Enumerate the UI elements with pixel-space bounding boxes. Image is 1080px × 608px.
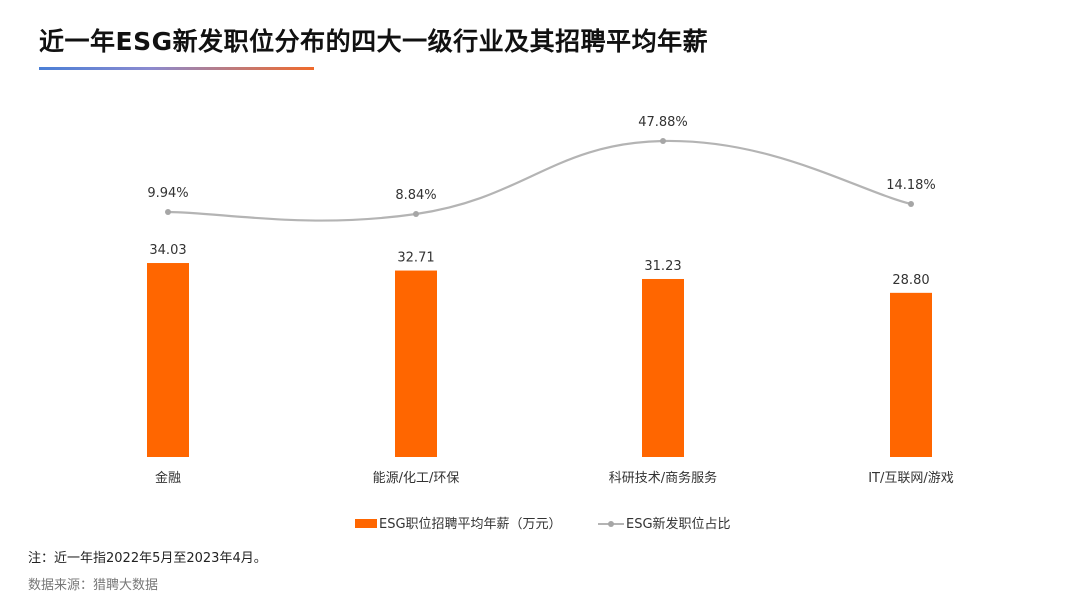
line-path <box>167 139 912 222</box>
page-title: 近一年ESG新发职位分布的四大一级行业及其招聘平均年薪 <box>39 27 709 56</box>
legend-bar-swatch <box>355 519 377 528</box>
line-value-label: 9.94% <box>147 186 188 201</box>
x-tick-label: 能源/化工/环保 <box>373 471 460 486</box>
line-value-label: 8.84% <box>395 188 436 203</box>
x-tick-label: IT/互联网/游戏 <box>868 471 954 486</box>
line-point-2 <box>660 138 666 144</box>
title-underline <box>39 67 314 70</box>
line-value-label: 14.18% <box>886 178 936 193</box>
legend-line-marker <box>608 521 614 527</box>
legend-bar-label: ESG职位招聘平均年薪（万元） <box>379 517 562 532</box>
line-series <box>165 138 914 222</box>
legend-line-label: ESG新发职位占比 <box>626 516 731 532</box>
bar-value-label: 32.71 <box>397 251 434 266</box>
line-value-label: 47.88% <box>638 115 688 130</box>
bar-0 <box>147 263 189 457</box>
bar-3 <box>890 292 932 457</box>
x-tick-label: 金融 <box>155 470 181 486</box>
data-source: 数据来源：猎聘大数据 <box>28 578 159 593</box>
bar-series <box>147 263 932 457</box>
bar-2 <box>642 278 684 457</box>
line-point-1 <box>413 211 419 217</box>
bar-value-label: 31.23 <box>644 259 681 274</box>
line-point-3 <box>908 201 914 207</box>
bar-value-label: 28.80 <box>892 273 929 288</box>
x-tick-label: 科研技术/商务服务 <box>609 470 717 486</box>
bar-value-label: 34.03 <box>149 243 186 258</box>
bar-1 <box>395 270 437 457</box>
footnote: 注：近一年指2022年5月至2023年4月。 <box>28 551 267 566</box>
line-point-0 <box>165 209 171 215</box>
